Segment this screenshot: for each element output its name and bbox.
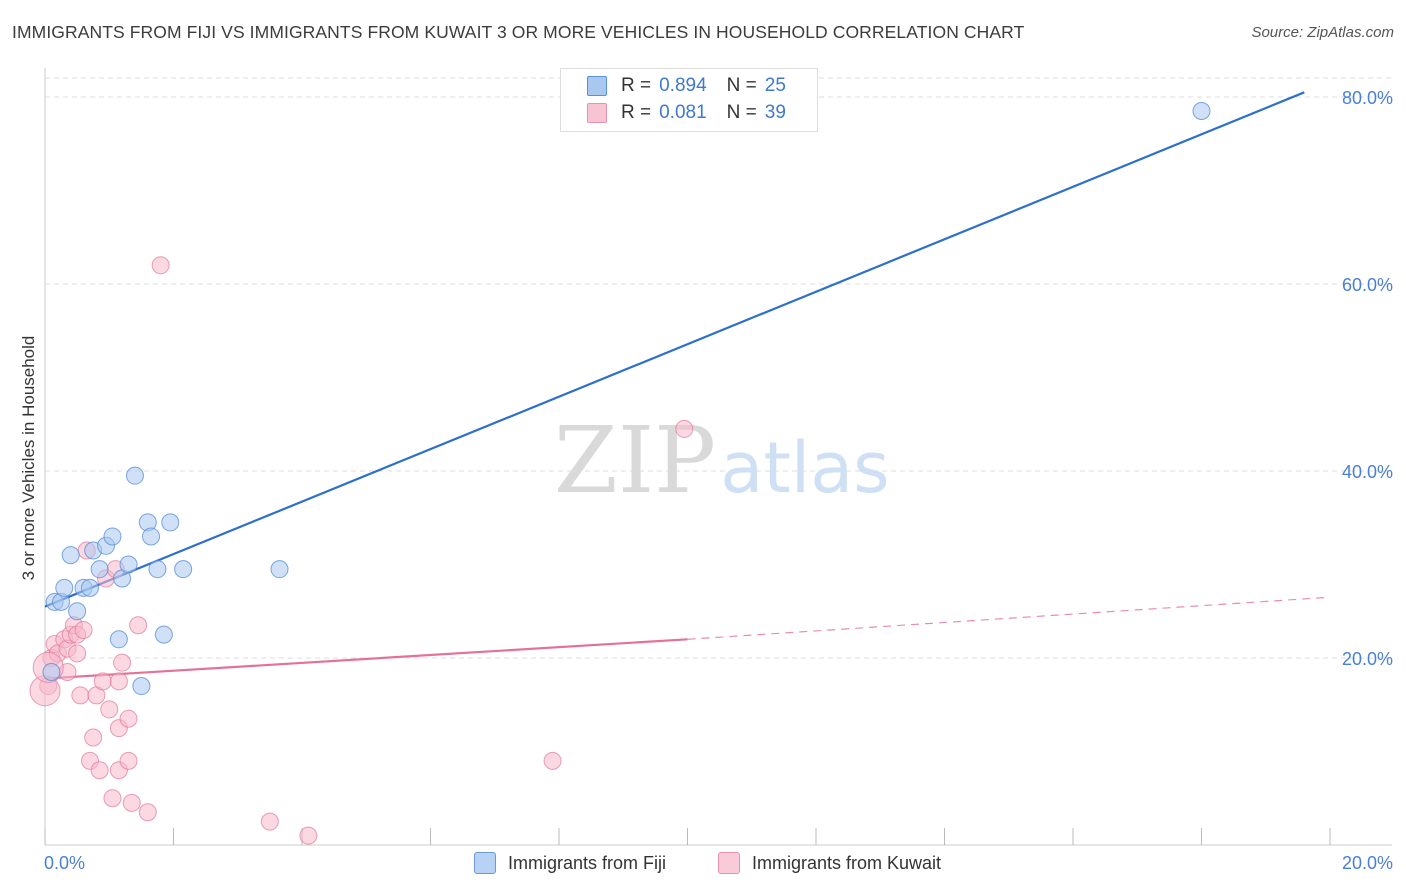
kuwait-point [543, 751, 562, 770]
kuwait-point [122, 793, 141, 812]
legend-row-kuwait: R = 0.081 N = 39 [587, 100, 786, 126]
kuwait-point [260, 812, 279, 831]
fiji-point [1192, 102, 1211, 121]
kuwait-point [100, 700, 119, 719]
x-tick-label: 20.0% [1342, 853, 1393, 873]
legend-swatch-fiji [474, 852, 496, 874]
fiji-point [132, 677, 151, 696]
legend-r-label: R = [621, 75, 652, 96]
kuwait-point [119, 751, 138, 770]
fiji-point [109, 630, 128, 649]
kuwait-trend-line [44, 638, 688, 680]
gridlines [45, 77, 1392, 659]
fiji-point [119, 555, 138, 574]
kuwait-point [103, 789, 122, 808]
kuwait-point [84, 728, 103, 747]
fiji-point [148, 560, 167, 579]
fiji-point [174, 560, 193, 579]
legend-row-fiji: R = 0.894 N = 25 [587, 73, 786, 99]
fiji-trend-line [44, 91, 1305, 608]
y-tick-label: 20.0% [1342, 649, 1393, 669]
kuwait-point [74, 620, 93, 639]
legend-swatch-kuwait [587, 103, 607, 123]
y-tick-label: 60.0% [1342, 275, 1393, 295]
kuwait-point [129, 616, 148, 635]
kuwait-point [71, 686, 90, 705]
legend-item-kuwait[interactable]: Immigrants from Kuwait [718, 852, 941, 874]
watermark-zip: ZIP [554, 407, 716, 514]
kuwait-point [138, 803, 157, 822]
kuwait-point [299, 826, 318, 845]
kuwait-point [675, 419, 694, 438]
series-legend: Immigrants from Fiji Immigrants from Kuw… [0, 852, 1406, 878]
trend-lines [44, 91, 1331, 680]
source-label: Source: ZipAtlas.com [1251, 24, 1394, 41]
y-tick-labels: 80.0% 60.0% 40.0% 20.0% [1342, 88, 1393, 669]
y-axis-label: 3 or more Vehicles in Household [19, 336, 38, 581]
kuwait-point [93, 672, 112, 691]
legend-swatch-kuwait [718, 852, 740, 874]
legend-r-label: R = [621, 102, 652, 123]
kuwait-point [109, 672, 128, 691]
kuwait-point [90, 761, 109, 780]
kuwait-trend-line-extrapolated [687, 596, 1331, 640]
stats-legend: R = 0.894 N = 25 R = 0.081 N = 39 [560, 68, 818, 132]
legend-r-value: 0.894 [659, 75, 707, 96]
kuwait-point [151, 256, 170, 275]
chart-title: IMMIGRANTS FROM FIJI VS IMMIGRANTS FROM … [12, 22, 1025, 42]
fiji-point [42, 663, 61, 682]
fiji-point [125, 466, 144, 485]
fiji-point [90, 560, 109, 579]
x-tick-label: 0.0% [44, 853, 85, 873]
legend-n-value: 25 [764, 75, 786, 96]
fiji-point [61, 546, 80, 565]
legend-label-kuwait: Immigrants from Kuwait [752, 852, 942, 873]
legend-n-label: N = [726, 102, 757, 123]
kuwait-point [113, 653, 132, 672]
legend-item-fiji[interactable]: Immigrants from Fiji [474, 852, 666, 874]
fiji-point [55, 578, 74, 597]
fiji-point [68, 602, 87, 621]
kuwait-point [119, 709, 138, 728]
axes [44, 68, 1392, 846]
x-tick-labels: 0.0% 20.0% [44, 853, 1393, 873]
y-tick-label: 40.0% [1342, 462, 1393, 482]
legend-n-value: 39 [764, 102, 786, 123]
fiji-point [80, 578, 99, 597]
fiji-point [270, 560, 289, 579]
legend-n-label: N = [726, 75, 757, 96]
kuwait-point [68, 644, 87, 663]
fiji-point [161, 513, 180, 532]
fiji-point [142, 527, 161, 546]
legend-label-fiji: Immigrants from Fiji [508, 852, 667, 873]
legend-swatch-fiji [587, 76, 607, 96]
fiji-point [154, 625, 173, 644]
legend-r-value: 0.081 [659, 102, 707, 123]
y-tick-label: 80.0% [1342, 88, 1393, 108]
data-points [29, 102, 1211, 845]
fiji-point [103, 527, 122, 546]
watermark-atlas: atlas [720, 427, 889, 509]
